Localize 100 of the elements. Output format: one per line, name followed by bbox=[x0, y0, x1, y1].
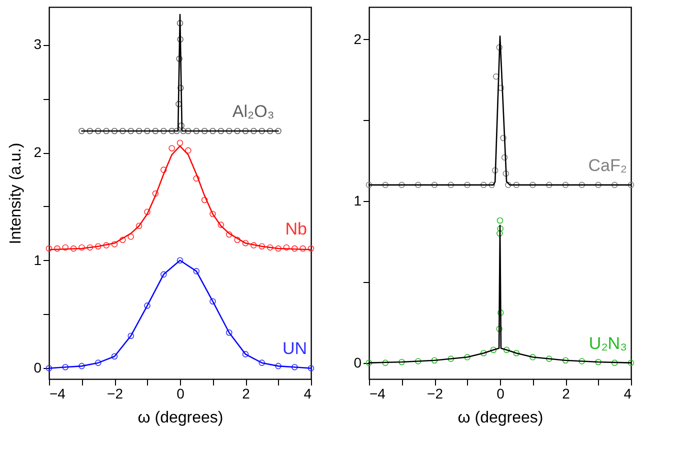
point bbox=[498, 84, 504, 92]
x-tick-label: −2 bbox=[427, 386, 444, 402]
point bbox=[136, 222, 142, 230]
point bbox=[160, 128, 167, 134]
point bbox=[258, 243, 266, 250]
point bbox=[464, 354, 470, 360]
point bbox=[193, 128, 200, 134]
point bbox=[291, 364, 298, 370]
point bbox=[218, 128, 224, 134]
point bbox=[546, 182, 552, 188]
point bbox=[496, 44, 502, 51]
point bbox=[275, 362, 282, 370]
point bbox=[501, 154, 508, 161]
point bbox=[431, 357, 438, 364]
point bbox=[168, 128, 175, 134]
point bbox=[54, 245, 60, 252]
point bbox=[611, 182, 618, 188]
point bbox=[275, 128, 282, 134]
point bbox=[180, 128, 186, 134]
point bbox=[120, 236, 126, 244]
point bbox=[291, 245, 298, 252]
point bbox=[258, 360, 266, 366]
point bbox=[382, 182, 389, 188]
point bbox=[144, 128, 150, 134]
point bbox=[226, 330, 232, 336]
point bbox=[242, 240, 249, 246]
point bbox=[86, 244, 94, 251]
x-tick-label: 2 bbox=[562, 386, 570, 402]
point bbox=[185, 128, 192, 134]
point bbox=[226, 128, 232, 134]
point bbox=[152, 128, 159, 134]
point bbox=[111, 128, 118, 134]
point bbox=[168, 145, 175, 152]
x-axis-title: ω (degrees) bbox=[138, 410, 224, 426]
point bbox=[176, 257, 184, 264]
line-series bbox=[48, 260, 312, 369]
point bbox=[128, 234, 134, 240]
point bbox=[242, 351, 249, 358]
point bbox=[266, 244, 274, 251]
point bbox=[234, 236, 240, 244]
x-tick-label: −4 bbox=[50, 386, 66, 402]
series-label: Nb bbox=[285, 220, 307, 239]
x-tick-label: −4 bbox=[370, 386, 386, 402]
y-axis-title: Intensity (a.u.) bbox=[8, 142, 25, 244]
x-tick-label: 2 bbox=[242, 386, 250, 402]
point bbox=[448, 182, 454, 188]
point bbox=[193, 175, 200, 182]
point bbox=[480, 350, 487, 356]
point bbox=[94, 128, 102, 134]
point bbox=[414, 182, 422, 188]
y-tick-label: 0 bbox=[354, 354, 362, 370]
point bbox=[178, 84, 184, 92]
point bbox=[492, 167, 498, 174]
point bbox=[120, 128, 126, 134]
series-label: UN bbox=[282, 339, 307, 358]
point bbox=[176, 140, 184, 146]
point bbox=[480, 182, 487, 188]
point bbox=[193, 268, 200, 274]
point bbox=[308, 245, 314, 252]
point bbox=[283, 244, 290, 251]
point bbox=[136, 128, 142, 134]
point bbox=[464, 182, 470, 188]
point bbox=[503, 346, 510, 354]
point bbox=[611, 360, 618, 366]
point bbox=[578, 182, 586, 188]
point bbox=[505, 182, 512, 188]
point bbox=[103, 242, 110, 248]
x-axis-title: ω (degrees) bbox=[458, 410, 544, 426]
point bbox=[500, 134, 506, 142]
point bbox=[242, 128, 249, 134]
point bbox=[62, 364, 69, 370]
point bbox=[628, 182, 634, 188]
point bbox=[562, 357, 569, 364]
series-label: CaF₂ bbox=[588, 156, 627, 175]
point bbox=[275, 245, 282, 252]
point bbox=[308, 365, 314, 372]
point bbox=[152, 190, 159, 197]
line-series bbox=[48, 145, 312, 250]
y-tick-label: 1 bbox=[354, 192, 362, 209]
x-tick-label: 0 bbox=[176, 386, 185, 402]
point bbox=[128, 332, 134, 340]
point bbox=[176, 100, 182, 108]
point bbox=[86, 128, 94, 134]
point bbox=[185, 147, 192, 154]
point bbox=[595, 182, 602, 188]
y-tick-label: 3 bbox=[34, 36, 42, 52]
point bbox=[177, 36, 184, 42]
point bbox=[46, 245, 52, 252]
series-label: Al₂O₃ bbox=[232, 102, 274, 121]
point bbox=[103, 128, 110, 134]
point bbox=[258, 128, 266, 134]
point bbox=[530, 354, 536, 360]
y-tick-label: 2 bbox=[354, 30, 362, 47]
point bbox=[128, 128, 134, 134]
point bbox=[513, 350, 520, 356]
point bbox=[218, 222, 224, 228]
point bbox=[78, 244, 85, 251]
series-label: U₂N₃ bbox=[588, 334, 627, 353]
point bbox=[250, 242, 257, 248]
point bbox=[70, 245, 77, 252]
